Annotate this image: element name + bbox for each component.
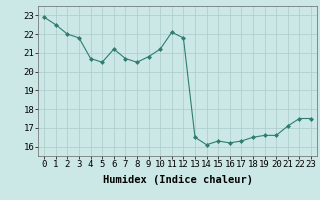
X-axis label: Humidex (Indice chaleur): Humidex (Indice chaleur)	[103, 175, 252, 185]
